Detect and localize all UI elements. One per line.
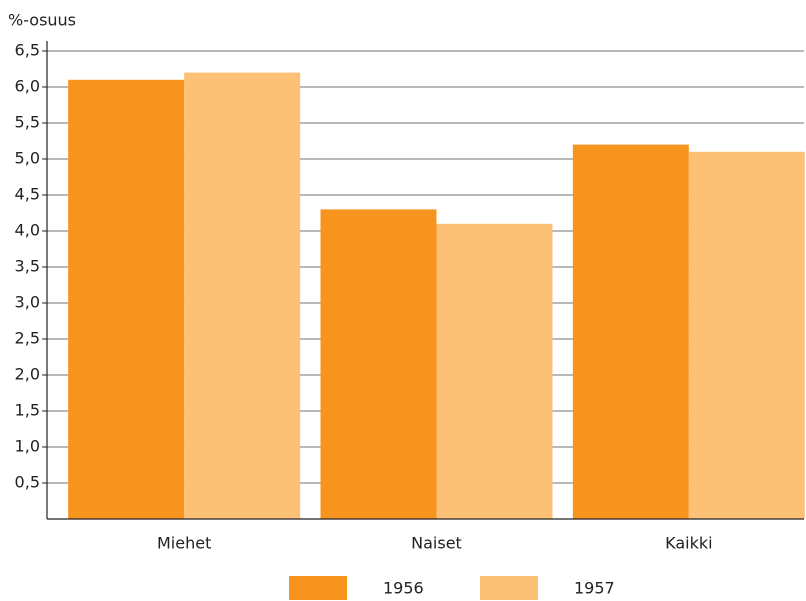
y-tick-label: 5,5 — [15, 113, 40, 132]
y-tick-label: 1,0 — [15, 437, 40, 456]
bar — [436, 223, 553, 520]
bar — [688, 151, 805, 520]
legend-label: 1956 — [383, 579, 424, 598]
y-tick-label: 5,0 — [15, 149, 40, 168]
bar — [320, 209, 437, 519]
x-tick-label: Miehet — [157, 534, 211, 553]
bar — [184, 72, 301, 519]
legend-swatch — [289, 576, 347, 600]
y-tick-label: 6,5 — [15, 41, 40, 60]
y-tick-label: 4,0 — [15, 221, 40, 240]
bar — [572, 144, 689, 519]
y-tick-label: 0,5 — [15, 473, 40, 492]
y-tick-label: 3,0 — [15, 293, 40, 312]
bar — [68, 79, 185, 520]
y-tick-label: 6,0 — [15, 77, 40, 96]
y-tick-label: 2,5 — [15, 329, 40, 348]
x-tick-label: Kaikki — [665, 534, 712, 553]
y-tick-label: 1,5 — [15, 401, 40, 420]
legend-label: 1957 — [574, 579, 615, 598]
y-tick-label: 4,5 — [15, 185, 40, 204]
y-tick-label: 2,0 — [15, 365, 40, 384]
y-axis-label: %-osuus — [8, 11, 76, 30]
x-tick-label: Naiset — [411, 534, 462, 553]
legend-swatch — [480, 576, 538, 600]
y-tick-label: 3,5 — [15, 257, 40, 276]
